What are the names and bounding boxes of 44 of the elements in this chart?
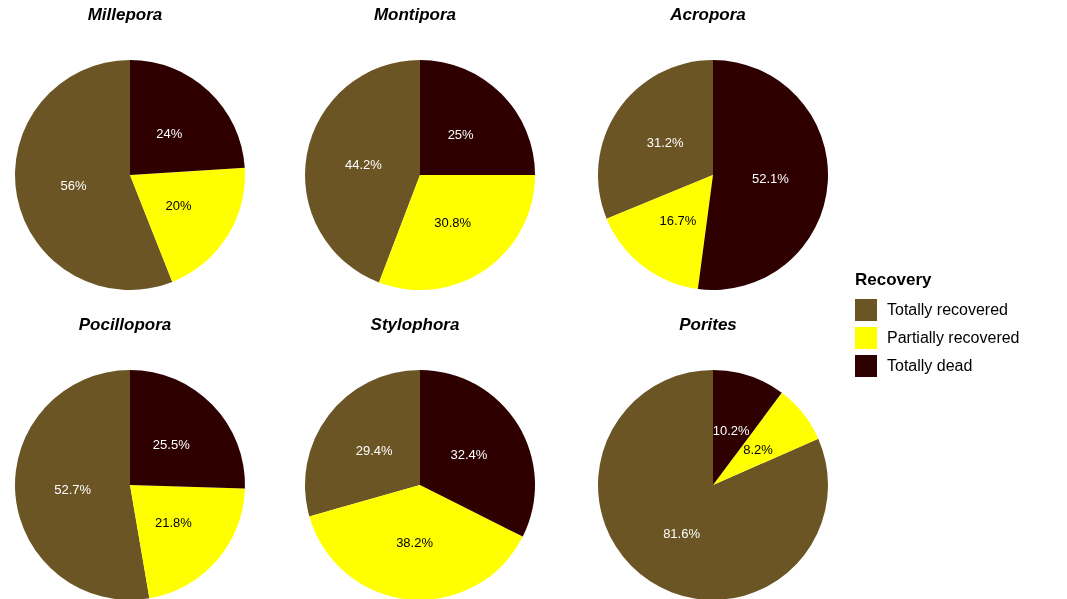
pie-slice (697, 60, 828, 290)
data-label: 10.2% (712, 422, 750, 438)
data-label: 30.8% (434, 214, 472, 230)
data-label: 32.4% (450, 447, 488, 463)
chart-title: Acropora (669, 5, 747, 25)
pie-slice (130, 370, 245, 489)
data-label: 38.2% (396, 534, 434, 550)
data-label: 29.4% (355, 442, 393, 458)
data-label: 44.2% (345, 157, 383, 173)
pie-slice (420, 60, 535, 175)
data-label: 31.2% (646, 135, 685, 151)
pie-slice (305, 60, 420, 283)
pie-slice (15, 370, 150, 599)
data-label: 52.7% (54, 482, 92, 498)
pie-slice (130, 167, 245, 282)
pie-slice (130, 60, 245, 175)
chart-title: Stylophora (369, 315, 461, 335)
data-label: 25% (447, 126, 475, 142)
data-label: 20% (165, 198, 192, 214)
pie-slice (713, 370, 782, 485)
data-label: 16.7% (659, 213, 697, 229)
pie-slice (713, 392, 819, 485)
pie-slice (305, 370, 420, 517)
legend-title: Recovery (855, 270, 933, 290)
chart-title: Porites (678, 315, 738, 335)
chart-title: Pocillopora (77, 315, 173, 335)
data-label: 21.8% (154, 515, 193, 531)
data-label: 52.1% (751, 171, 790, 187)
chart-title: Montipora (372, 5, 458, 25)
pie-slice (606, 175, 713, 289)
legend-label: Totally recovered (887, 301, 1008, 319)
data-label: 24% (156, 125, 183, 141)
pie-slice (598, 370, 828, 599)
data-label: 25.5% (152, 437, 191, 453)
chart-title: Millepora (86, 5, 164, 25)
legend-label: Totally dead (887, 357, 973, 375)
data-label: 8.2% (743, 441, 774, 457)
pie-slice (309, 485, 523, 599)
pie-slice (130, 485, 245, 599)
pie-slice (379, 175, 535, 290)
pie-slice (420, 370, 535, 537)
data-label: 56% (60, 178, 87, 194)
data-label: 81.6% (663, 525, 701, 541)
legend-label: Partially recovered (887, 329, 1020, 347)
